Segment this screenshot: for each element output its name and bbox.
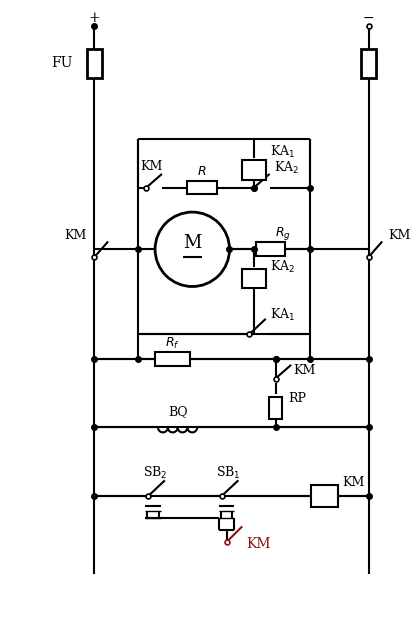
Text: KM: KM [293, 364, 315, 377]
Bar [87, 48, 102, 78]
Text: KM: KM [140, 159, 162, 172]
Text: SB$_1$: SB$_1$ [216, 464, 241, 480]
Text: KA$_1$: KA$_1$ [270, 307, 295, 323]
Text: KM: KM [342, 476, 364, 489]
Text: RP: RP [288, 392, 306, 405]
Text: KA$_2$: KA$_2$ [273, 160, 299, 176]
Bar [361, 48, 376, 78]
Text: KM: KM [246, 537, 271, 551]
Text: KM: KM [388, 229, 410, 242]
Text: $R_f$: $R_f$ [165, 336, 180, 351]
Bar [188, 181, 217, 195]
Bar [155, 352, 190, 366]
Bar [256, 242, 285, 256]
Text: KA$_2$: KA$_2$ [270, 259, 295, 275]
Text: −: − [363, 11, 374, 25]
Text: BQ: BQ [168, 405, 188, 419]
Text: M: M [183, 234, 201, 252]
Bar [311, 485, 338, 507]
Text: +: + [88, 11, 100, 25]
Text: FU: FU [51, 56, 73, 70]
Bar [242, 160, 266, 180]
Text: KM: KM [64, 229, 87, 242]
Text: $R_g$: $R_g$ [275, 225, 290, 242]
Text: $R$: $R$ [198, 166, 207, 179]
Text: SB$_2$: SB$_2$ [143, 464, 167, 480]
Bar [242, 269, 266, 288]
Text: KA$_1$: KA$_1$ [270, 144, 295, 161]
Bar [269, 397, 282, 419]
